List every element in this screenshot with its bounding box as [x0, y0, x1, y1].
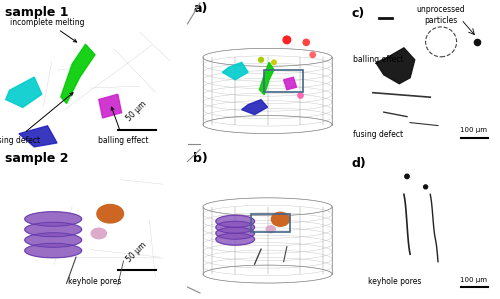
Polygon shape: [216, 233, 254, 245]
Circle shape: [266, 226, 275, 233]
Bar: [252, 214, 290, 232]
Polygon shape: [216, 221, 254, 233]
Text: sample 1: sample 1: [5, 6, 68, 19]
Circle shape: [91, 228, 106, 239]
Point: [296, 92, 304, 97]
Polygon shape: [99, 94, 122, 118]
Text: fusing defect: fusing defect: [0, 93, 73, 145]
Polygon shape: [25, 222, 82, 237]
Point: [473, 39, 481, 44]
Polygon shape: [216, 215, 254, 227]
Point: [422, 184, 430, 189]
Circle shape: [97, 205, 124, 223]
Polygon shape: [25, 243, 82, 258]
Text: fusing defect: fusing defect: [353, 130, 403, 139]
Text: 50 µm: 50 µm: [125, 100, 148, 123]
Text: c): c): [351, 7, 364, 20]
Polygon shape: [19, 126, 57, 147]
Polygon shape: [25, 233, 82, 247]
Point: [302, 40, 310, 45]
Text: incomplete melting: incomplete melting: [10, 18, 85, 42]
Text: 100 µm: 100 µm: [460, 127, 487, 133]
Polygon shape: [216, 227, 254, 239]
Polygon shape: [260, 62, 274, 95]
Polygon shape: [242, 100, 268, 115]
Text: b): b): [193, 152, 208, 165]
Text: unprocessed
particles: unprocessed particles: [417, 5, 466, 25]
Polygon shape: [376, 48, 415, 84]
Text: 50 µm: 50 µm: [125, 240, 148, 264]
Polygon shape: [61, 44, 95, 103]
Text: 100 µm: 100 µm: [460, 277, 487, 283]
Point: [283, 37, 291, 42]
Text: sample 2: sample 2: [5, 152, 68, 165]
Polygon shape: [25, 212, 82, 226]
Bar: [264, 70, 303, 92]
Text: a): a): [193, 2, 208, 16]
Point: [403, 174, 411, 179]
Point: [270, 60, 278, 65]
Text: keyhole pores: keyhole pores: [68, 277, 122, 286]
Text: balling effect: balling effect: [98, 107, 149, 145]
Circle shape: [272, 212, 289, 226]
Polygon shape: [222, 62, 248, 80]
Point: [308, 52, 316, 57]
Text: d): d): [351, 157, 366, 170]
Text: keyhole pores: keyhole pores: [368, 277, 422, 286]
Polygon shape: [6, 77, 42, 107]
Point: [257, 57, 265, 62]
Polygon shape: [284, 77, 296, 90]
Text: balling effect: balling effect: [353, 55, 403, 64]
